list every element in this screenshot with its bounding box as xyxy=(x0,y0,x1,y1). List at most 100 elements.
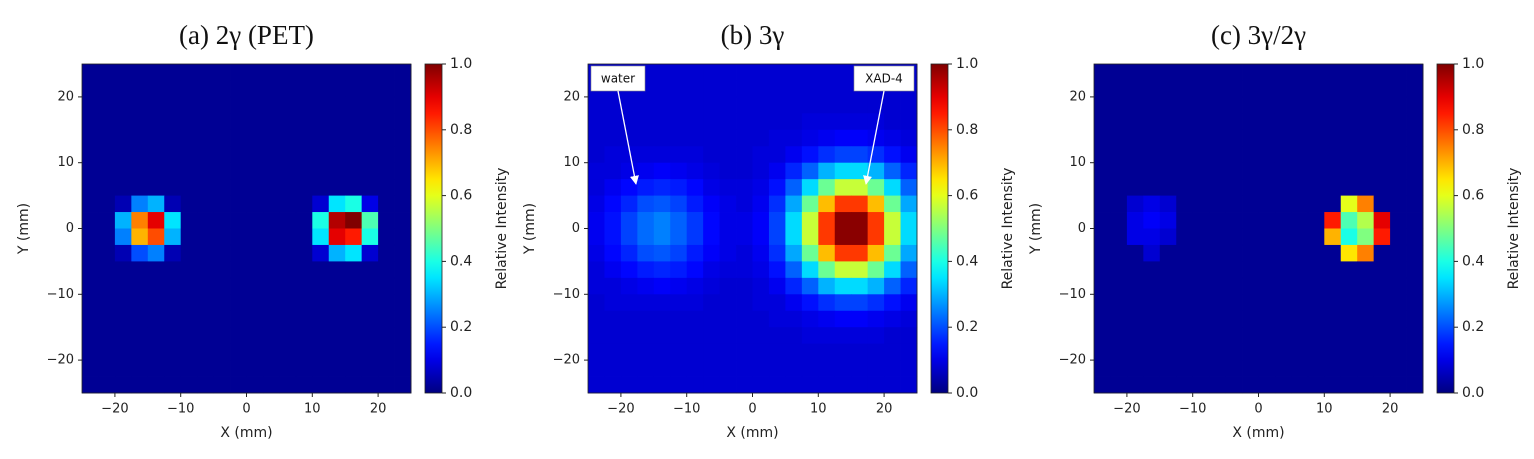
heatmap-cell xyxy=(328,80,346,98)
heatmap-cell xyxy=(246,195,264,213)
heatmap-cell xyxy=(1291,96,1309,114)
heatmap-cell xyxy=(82,277,99,295)
heatmap-cell xyxy=(1340,228,1358,246)
heatmap-cell xyxy=(588,343,605,361)
heatmap-cell xyxy=(1258,212,1276,229)
heatmap-cell xyxy=(1406,162,1424,180)
heatmap-cell xyxy=(213,113,231,131)
heatmap-cell xyxy=(1340,310,1358,328)
heatmap-cell xyxy=(378,360,395,377)
heatmap-cell xyxy=(1324,376,1342,394)
heatmap-cell xyxy=(394,80,412,98)
heatmap-cell xyxy=(378,96,395,114)
heatmap-cell xyxy=(1126,146,1144,164)
heatmap-cell xyxy=(213,195,231,213)
heatmap-cell xyxy=(686,376,704,394)
heatmap-cell xyxy=(818,195,836,213)
heatmap-cell xyxy=(637,343,655,361)
heatmap-cell xyxy=(213,376,231,394)
heatmap-cell xyxy=(1307,162,1325,180)
heatmap-cell xyxy=(1258,195,1276,213)
y-tick-label: 0 xyxy=(66,221,74,236)
heatmap-cell xyxy=(1110,212,1128,229)
heatmap-cell xyxy=(1373,294,1391,312)
heatmap-cell xyxy=(1390,261,1407,279)
heatmap-cell xyxy=(1291,310,1309,328)
heatmap-cell xyxy=(653,64,671,81)
y-tick-label: −10 xyxy=(553,287,580,302)
heatmap-cell xyxy=(394,212,412,229)
heatmap-cell xyxy=(378,146,395,164)
heatmap-cell xyxy=(1242,277,1259,295)
heatmap-cell xyxy=(1340,96,1358,114)
heatmap-cell xyxy=(653,327,671,345)
heatmap-cell xyxy=(279,162,297,180)
heatmap-cell xyxy=(851,277,869,295)
heatmap-cell xyxy=(1110,277,1128,295)
heatmap-cell xyxy=(131,96,149,114)
heatmap-cell xyxy=(230,327,247,345)
heatmap-cell xyxy=(295,179,313,196)
heatmap-cell xyxy=(1094,129,1111,147)
heatmap-cell xyxy=(394,179,412,196)
heatmap-cell xyxy=(1094,294,1111,312)
heatmap-cell xyxy=(312,360,330,377)
heatmap-cell xyxy=(637,129,655,147)
heatmap-cell xyxy=(328,113,346,131)
heatmap-cell xyxy=(1291,261,1309,279)
heatmap-cell xyxy=(736,277,753,295)
heatmap-cell xyxy=(588,228,605,246)
heatmap-cell xyxy=(834,360,852,377)
heatmap-cell xyxy=(1110,80,1128,98)
heatmap-cell xyxy=(279,113,297,131)
heatmap-cell xyxy=(768,244,786,262)
heatmap-cell xyxy=(1143,343,1161,361)
heatmap-cell xyxy=(197,343,214,361)
heatmap-cell xyxy=(213,96,231,114)
heatmap-cell xyxy=(114,360,132,377)
heatmap-cell xyxy=(1340,179,1358,196)
heatmap-cell xyxy=(884,360,901,377)
heatmap-cell xyxy=(637,244,655,262)
heatmap-cell xyxy=(197,376,214,394)
heatmap-cell xyxy=(1258,228,1276,246)
heatmap-cell xyxy=(197,310,214,328)
heatmap-cell xyxy=(703,96,720,114)
heatmap-cell xyxy=(834,244,852,262)
heatmap-cell xyxy=(180,294,198,312)
heatmap-cell xyxy=(180,146,198,164)
heatmap-cell xyxy=(801,376,819,394)
heatmap-cell xyxy=(900,146,918,164)
heatmap-cell xyxy=(801,195,819,213)
heatmap-cell xyxy=(1176,146,1194,164)
heatmap-cell xyxy=(1258,244,1276,262)
y-axis-label: Y (mm) xyxy=(1028,203,1044,255)
heatmap-cell xyxy=(653,294,671,312)
heatmap-cell xyxy=(98,228,116,246)
heatmap-cell xyxy=(246,228,264,246)
heatmap-cell xyxy=(98,294,116,312)
heatmap-cell xyxy=(900,179,918,196)
heatmap-cell xyxy=(1159,96,1177,114)
heatmap-cell xyxy=(180,261,198,279)
heatmap-cell xyxy=(785,113,803,131)
heatmap-cell xyxy=(1258,64,1276,81)
heatmap-cell xyxy=(1390,277,1407,295)
heatmap-cell xyxy=(1291,64,1309,81)
heatmap-cell xyxy=(604,179,622,196)
heatmap-cell xyxy=(1357,343,1375,361)
heatmap-cell xyxy=(361,310,379,328)
heatmap-cell xyxy=(818,64,836,81)
heatmap-cell xyxy=(131,277,149,295)
heatmap-cell xyxy=(378,162,395,180)
heatmap-cell xyxy=(1357,327,1375,345)
heatmap-cell xyxy=(147,244,165,262)
heatmap-cell xyxy=(378,327,395,345)
heatmap-cell xyxy=(312,327,330,345)
heatmap-cell xyxy=(752,343,770,361)
heatmap-cell xyxy=(686,310,704,328)
heatmap-cell xyxy=(295,212,313,229)
heatmap-cell xyxy=(262,294,280,312)
heatmap-cell xyxy=(818,294,836,312)
heatmap-cell xyxy=(1209,179,1226,196)
